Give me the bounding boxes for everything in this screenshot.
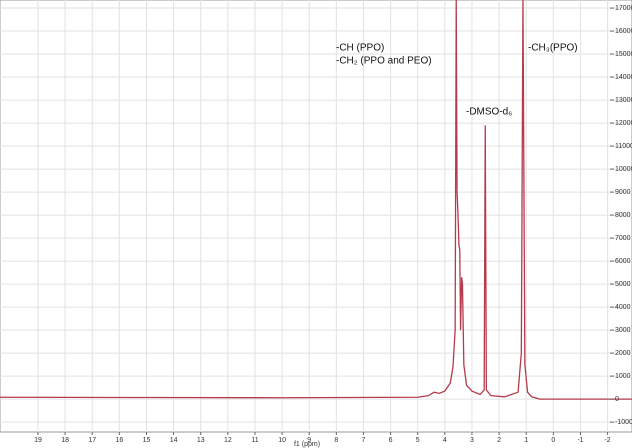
x-tick-label: 17 — [88, 437, 96, 444]
y-tick-label: 9000 — [615, 189, 631, 196]
x-tick-label: 7 — [362, 437, 366, 444]
y-tick-label: 11000 — [615, 143, 632, 150]
x-tick-label: 9 — [307, 437, 311, 444]
x-tick-label: 2 — [497, 437, 501, 444]
x-tick-label: 16 — [115, 437, 123, 444]
y-tick-label: 1000 — [615, 373, 631, 380]
x-tick-label: 18 — [61, 437, 69, 444]
y-tick-label: 2000 — [615, 350, 631, 357]
x-tick-label: 19 — [34, 437, 42, 444]
annotation: -CH₂ (PPO and PEO) — [336, 56, 432, 67]
y-tick-label: 12000 — [615, 120, 632, 127]
y-tick-label: 5000 — [615, 281, 631, 288]
x-tick-label: 10 — [278, 437, 286, 444]
x-tick-label: 6 — [389, 437, 393, 444]
y-tick-label: 15000 — [615, 51, 632, 58]
plot-area — [0, 0, 632, 433]
spectrum-line — [0, 0, 632, 400]
x-tick-label: 3 — [470, 437, 474, 444]
x-tick-label: -1 — [577, 437, 583, 444]
y-tick-label: 7000 — [615, 235, 631, 242]
y-tick-label: -1000 — [615, 419, 632, 426]
x-tick-label: 13 — [197, 437, 205, 444]
x-tick-label: 8 — [334, 437, 338, 444]
y-tick-label: 4000 — [615, 304, 631, 311]
x-tick-label: 14 — [170, 437, 178, 444]
y-tick-label: 13000 — [615, 97, 632, 104]
y-tick-label: 17000 — [615, 5, 632, 12]
y-tick-label: 0 — [615, 396, 619, 403]
x-tick-label: 15 — [143, 437, 151, 444]
y-tick-label: 3000 — [615, 327, 631, 334]
x-tick-label: 4 — [443, 437, 447, 444]
x-tick-label: 12 — [224, 437, 232, 444]
x-tick-label: 5 — [416, 437, 420, 444]
y-tick-label: 16000 — [615, 28, 632, 35]
y-tick-label: 14000 — [615, 74, 632, 81]
y-tick-label: 8000 — [615, 212, 631, 219]
annotation: -CH (PPO) — [336, 43, 384, 54]
annotation: -DMSO-d₆ — [466, 107, 512, 118]
lines — [0, 0, 632, 400]
x-tick-label: 11 — [251, 437, 258, 444]
x-axis-label: f1 (ppm) — [294, 441, 320, 448]
annotation: -CH₃(PPO) — [528, 43, 578, 54]
x-tick-label: -2 — [604, 437, 610, 444]
x-tick-label: 1 — [524, 437, 528, 444]
y-tick-label: 6000 — [615, 258, 631, 265]
x-tick-label: 0 — [551, 437, 555, 444]
grid — [0, 0, 632, 432]
